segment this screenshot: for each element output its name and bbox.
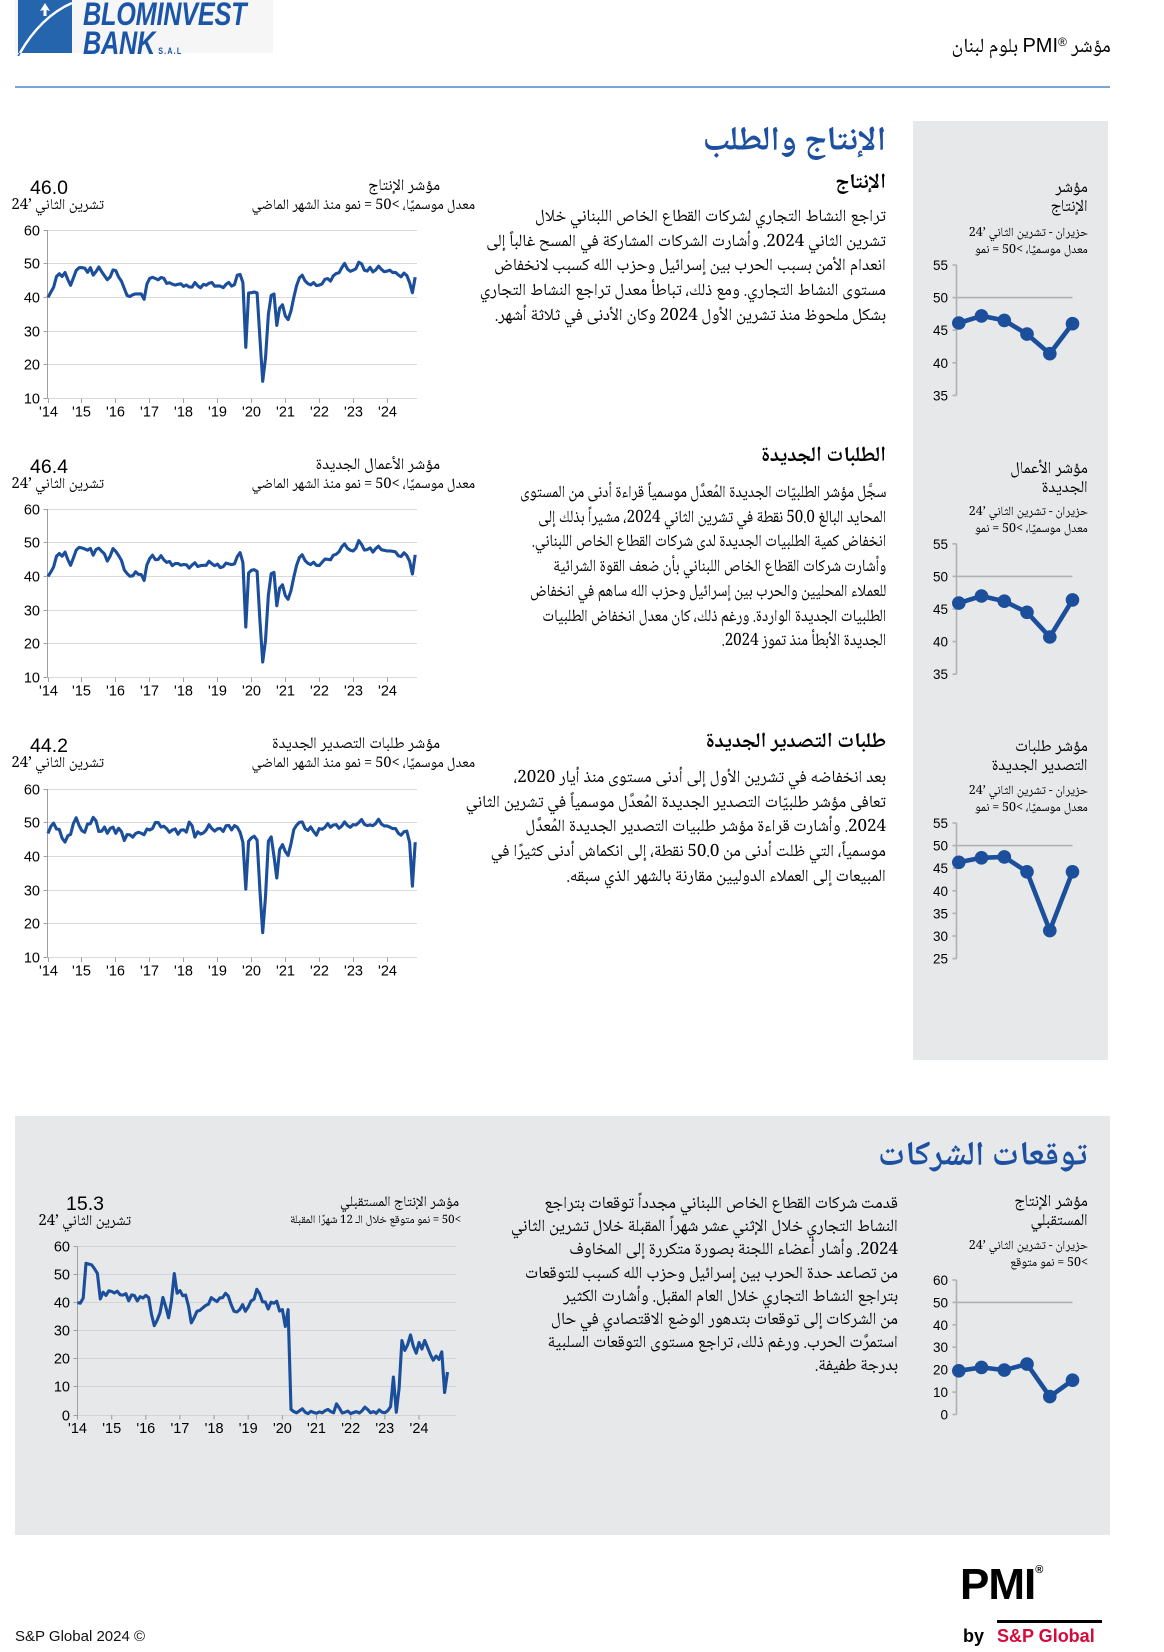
- svg-text:'14: '14: [39, 684, 58, 700]
- svg-text:'15: '15: [72, 405, 91, 421]
- svg-text:20: 20: [24, 917, 40, 933]
- svg-text:'19: '19: [208, 405, 227, 421]
- svg-text:60: 60: [933, 1273, 948, 1288]
- svg-text:50: 50: [933, 569, 948, 584]
- svg-text:'18: '18: [174, 964, 193, 980]
- svg-text:'20: '20: [273, 1421, 292, 1437]
- svg-text:30: 30: [933, 929, 948, 944]
- svg-text:45: 45: [933, 861, 948, 876]
- svg-text:40: 40: [933, 635, 948, 650]
- svg-text:0: 0: [940, 1408, 948, 1423]
- svg-text:'23: '23: [375, 1421, 394, 1437]
- svg-text:50: 50: [933, 839, 948, 854]
- svg-text:'18: '18: [174, 405, 193, 421]
- svg-text:'18: '18: [174, 684, 193, 700]
- svg-text:'21: '21: [276, 405, 295, 421]
- svg-text:'22: '22: [310, 684, 329, 700]
- svg-text:40: 40: [933, 356, 948, 371]
- svg-text:40: 40: [24, 291, 40, 307]
- svg-text:'16: '16: [106, 964, 125, 980]
- svg-text:'20: '20: [242, 405, 261, 421]
- svg-text:10: 10: [24, 671, 40, 687]
- svg-text:10: 10: [54, 1380, 70, 1396]
- svg-text:45: 45: [933, 323, 948, 338]
- svg-text:50: 50: [24, 536, 40, 552]
- svg-text:'24: '24: [378, 405, 397, 421]
- svg-text:45: 45: [933, 602, 948, 617]
- svg-text:20: 20: [24, 358, 40, 374]
- svg-text:'19: '19: [208, 964, 227, 980]
- svg-text:'23: '23: [344, 405, 363, 421]
- svg-text:'17: '17: [170, 1421, 189, 1437]
- svg-text:20: 20: [24, 637, 40, 653]
- svg-text:'20: '20: [242, 964, 261, 980]
- svg-text:30: 30: [24, 325, 40, 341]
- svg-text:50: 50: [24, 816, 40, 832]
- svg-text:'24: '24: [378, 964, 397, 980]
- svg-text:'14: '14: [68, 1421, 87, 1437]
- svg-text:'18: '18: [205, 1421, 224, 1437]
- svg-text:40: 40: [933, 884, 948, 899]
- svg-text:'14: '14: [39, 405, 58, 421]
- svg-text:'23: '23: [344, 964, 363, 980]
- svg-text:55: 55: [933, 258, 948, 273]
- svg-text:'21: '21: [307, 1421, 326, 1437]
- svg-text:35: 35: [933, 388, 948, 403]
- svg-text:'19: '19: [208, 684, 227, 700]
- svg-text:50: 50: [933, 291, 948, 306]
- svg-text:'17: '17: [140, 405, 159, 421]
- svg-text:'21: '21: [276, 964, 295, 980]
- svg-text:40: 40: [933, 1318, 948, 1333]
- svg-text:30: 30: [24, 604, 40, 620]
- svg-text:35: 35: [933, 667, 948, 682]
- svg-text:0: 0: [62, 1409, 70, 1425]
- svg-text:'22: '22: [341, 1421, 360, 1437]
- svg-text:60: 60: [24, 224, 40, 240]
- svg-text:60: 60: [54, 1240, 70, 1256]
- svg-text:60: 60: [24, 783, 40, 799]
- svg-text:10: 10: [933, 1385, 948, 1400]
- svg-text:'24: '24: [378, 684, 397, 700]
- svg-text:55: 55: [933, 537, 948, 552]
- svg-text:'21: '21: [276, 684, 295, 700]
- svg-text:'19: '19: [239, 1421, 258, 1437]
- svg-text:30: 30: [54, 1324, 70, 1340]
- svg-text:35: 35: [933, 906, 948, 921]
- svg-text:'15: '15: [102, 1421, 121, 1437]
- svg-text:40: 40: [24, 850, 40, 866]
- svg-text:'16: '16: [106, 405, 125, 421]
- svg-text:60: 60: [24, 503, 40, 519]
- svg-text:'17: '17: [140, 964, 159, 980]
- svg-text:10: 10: [24, 951, 40, 967]
- svg-text:'22: '22: [310, 964, 329, 980]
- svg-text:'22: '22: [310, 405, 329, 421]
- svg-text:'15: '15: [72, 684, 91, 700]
- svg-text:55: 55: [933, 816, 948, 831]
- svg-text:30: 30: [24, 884, 40, 900]
- svg-text:10: 10: [24, 392, 40, 408]
- svg-text:20: 20: [933, 1363, 948, 1378]
- svg-text:50: 50: [933, 1295, 948, 1310]
- svg-text:40: 40: [54, 1296, 70, 1312]
- svg-text:'17: '17: [140, 684, 159, 700]
- svg-text:'15: '15: [72, 964, 91, 980]
- svg-text:'16: '16: [136, 1421, 155, 1437]
- svg-text:40: 40: [24, 570, 40, 586]
- svg-text:30: 30: [933, 1340, 948, 1355]
- svg-text:'24: '24: [410, 1421, 429, 1437]
- svg-text:50: 50: [24, 257, 40, 273]
- svg-text:'16: '16: [106, 684, 125, 700]
- svg-text:20: 20: [54, 1352, 70, 1368]
- svg-text:'20: '20: [242, 684, 261, 700]
- svg-text:'23: '23: [344, 684, 363, 700]
- svg-text:25: 25: [933, 952, 948, 967]
- svg-text:'14: '14: [39, 964, 58, 980]
- svg-text:50: 50: [54, 1268, 70, 1284]
